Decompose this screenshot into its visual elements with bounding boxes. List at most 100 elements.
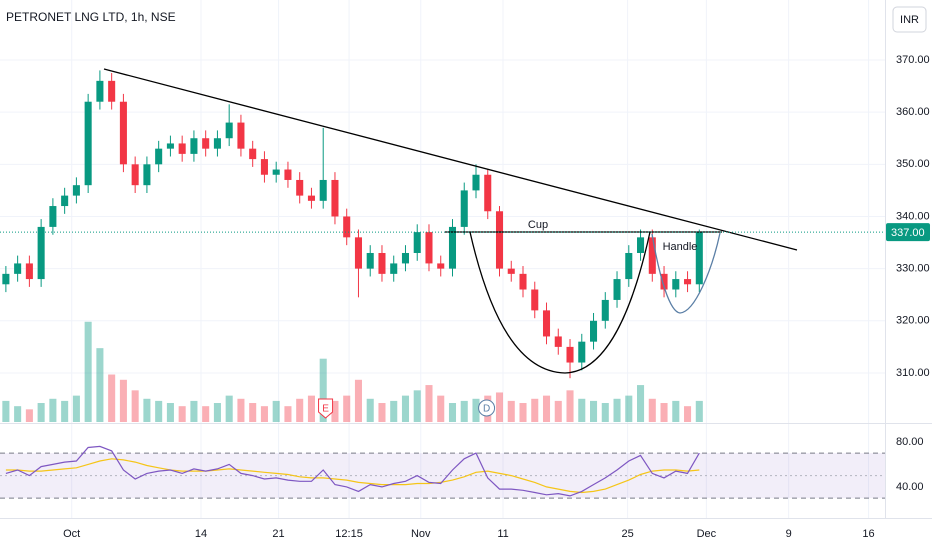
volume-bar: [554, 400, 562, 422]
volume-bar: [495, 392, 504, 422]
rsi-tick-label: 80.00: [896, 436, 924, 448]
volume-bar: [84, 321, 92, 422]
volume-bar: [472, 398, 480, 422]
volume-bar: [49, 398, 57, 422]
currency-box[interactable]: [892, 6, 927, 33]
candle-body: [566, 346, 574, 363]
candle-body: [84, 101, 92, 186]
volume-bar: [131, 390, 139, 422]
x-tick-label: 14: [195, 528, 207, 540]
event-label: D: [483, 404, 490, 415]
candle-body: [484, 174, 492, 212]
annotation: Cup: [528, 219, 548, 231]
volume-bar: [684, 406, 692, 422]
volume-bar: [166, 403, 174, 422]
volume-bar: [307, 395, 315, 422]
candle-body: [14, 263, 22, 274]
candle-body: [578, 341, 586, 363]
volume-bar: [237, 398, 245, 422]
rsi-line: [5, 445, 700, 497]
currency[interactable]: INR: [900, 14, 919, 26]
volume-bar: [437, 395, 445, 422]
candle-body: [25, 263, 33, 280]
candle-body: [695, 232, 703, 285]
volume-bar: [390, 400, 398, 422]
candle-body: [684, 279, 692, 285]
candle-body: [448, 226, 457, 269]
candle-body: [542, 310, 551, 337]
candle-body: [108, 80, 116, 102]
candle-body: [319, 179, 327, 201]
candle-body: [61, 195, 69, 207]
volume-bar: [61, 400, 69, 422]
candle-body: [225, 122, 233, 139]
volume-bar: [366, 398, 374, 422]
volume-bar: [413, 390, 421, 422]
volume-bar: [143, 398, 151, 422]
last-price-tag: [886, 223, 930, 242]
candle-body: [119, 101, 127, 165]
candle-body: [613, 279, 621, 300]
x-tick-label: Oct: [63, 528, 80, 540]
candle-body: [425, 232, 433, 264]
last-price-label: 337.00: [891, 227, 925, 239]
volume-bar: [96, 348, 104, 422]
event-marker: [318, 398, 334, 419]
candle-body: [2, 273, 10, 285]
candle-body: [155, 148, 163, 165]
candle-body: [354, 237, 362, 269]
volume-bar: [108, 374, 116, 422]
candle-body: [401, 252, 410, 264]
volume-bar: [2, 400, 10, 422]
volume-bar: [331, 400, 339, 422]
volume-bar: [37, 403, 45, 422]
candle-body: [49, 206, 57, 227]
candle-body: [472, 174, 480, 191]
volume-bar: [660, 403, 668, 422]
candle-body: [413, 232, 421, 253]
volume-bar: [343, 395, 351, 422]
candle-body: [507, 268, 515, 274]
volume-bar: [519, 403, 527, 422]
candle-body: [307, 195, 315, 201]
candle-body: [178, 143, 186, 154]
candle-body: [166, 143, 174, 149]
handle-curve: [651, 232, 721, 314]
volume-bar: [695, 400, 703, 422]
candle-body: [37, 226, 45, 280]
y-tick-label: 350.00: [896, 158, 930, 170]
volume-bar: [378, 403, 386, 422]
x-tick-label: 21: [272, 528, 284, 540]
candle-body: [131, 164, 139, 186]
y-tick-label: 330.00: [896, 263, 930, 275]
annotation: Handle: [663, 241, 698, 253]
candle-body: [625, 252, 633, 280]
volume-bar: [119, 379, 127, 422]
x-tick-label: 16: [862, 528, 874, 540]
grid: [0, 0, 885, 518]
y-tick-label: 370.00: [896, 54, 930, 66]
candle-body: [296, 179, 304, 196]
candle-body: [531, 289, 539, 311]
volume-bar: [672, 400, 680, 422]
volume-bar: [260, 406, 268, 422]
candle-body: [437, 263, 445, 269]
candle-body: [272, 169, 280, 175]
candle-body: [378, 252, 386, 274]
volume-bar: [648, 398, 656, 422]
volume-bar: [249, 403, 257, 422]
candle-body: [72, 185, 80, 196]
rsi-tick-label: 40.00: [896, 481, 924, 493]
candle-body: [672, 279, 680, 290]
chart-title: PETRONET LNG LTD, 1h, NSE: [6, 10, 176, 24]
volume-bar: [202, 406, 210, 422]
candle-body: [213, 138, 221, 149]
candle-body: [590, 320, 598, 342]
candle-body: [460, 190, 468, 227]
candle-body: [143, 164, 151, 186]
x-tick-label: Dec: [697, 528, 717, 540]
candle-body: [284, 169, 292, 180]
candle-body: [343, 216, 351, 238]
candle-body: [249, 148, 257, 160]
